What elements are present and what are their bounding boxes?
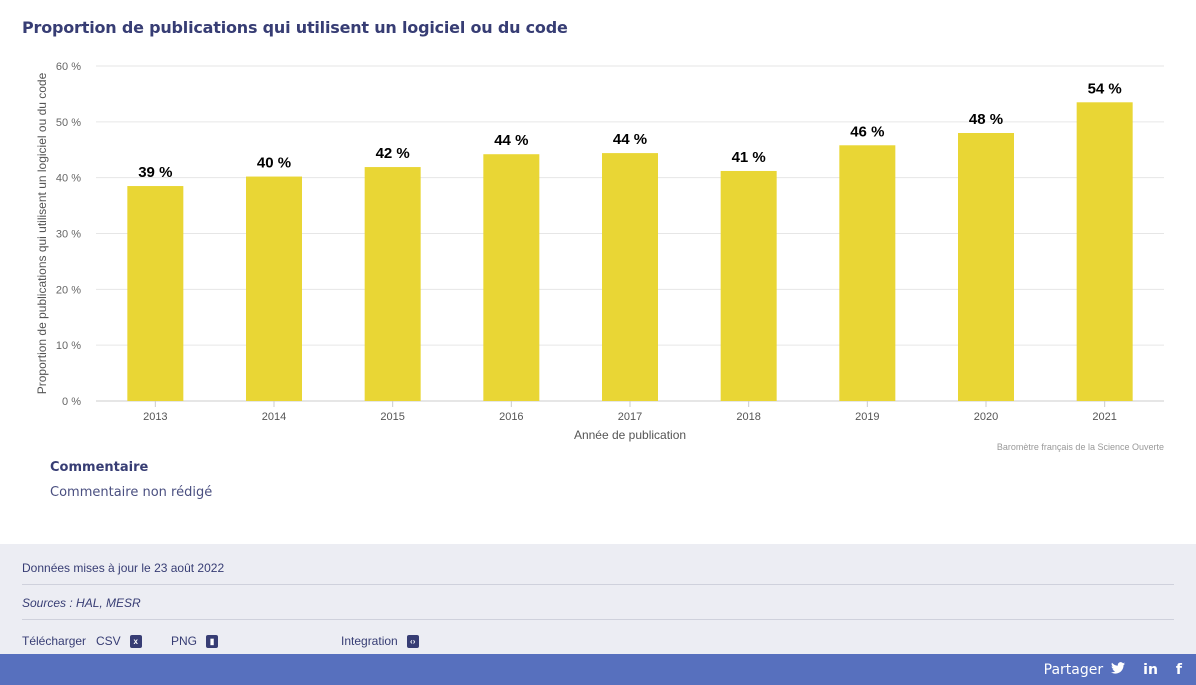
y-tick-label: 20 % <box>56 284 81 296</box>
png-label: PNG <box>171 634 198 648</box>
facebook-icon[interactable]: f <box>1175 661 1182 678</box>
y-tick-label: 50 % <box>56 117 81 129</box>
data-label: 44 % <box>494 132 528 149</box>
download-csv-button[interactable]: CSV x <box>96 634 142 648</box>
x-tick-label: 2019 <box>855 411 879 423</box>
sources: Sources : HAL, MESR <box>22 596 141 610</box>
share-label: Partager <box>1043 661 1104 678</box>
bar <box>1076 102 1133 401</box>
bar <box>246 176 302 401</box>
footer-bar: Partager in f <box>0 654 1196 685</box>
y-tick-label: 60 % <box>56 61 81 73</box>
data-label: 44 % <box>613 131 647 148</box>
csv-file-icon: x <box>129 634 142 648</box>
data-label: 41 % <box>732 149 766 166</box>
chart-credit: Baromètre français de la Science Ouverte <box>996 442 1164 452</box>
update-date: Données mises à jour le 23 août 2022 <box>22 561 225 575</box>
x-tick-label: 2021 <box>1092 411 1116 423</box>
y-tick-label: 10 % <box>56 340 81 352</box>
download-label: Télécharger <box>22 634 87 648</box>
code-icon: ‹› <box>406 634 419 648</box>
x-tick-label: 2020 <box>974 411 998 423</box>
y-tick-label: 0 % <box>62 396 81 408</box>
y-axis-title: Proportion de publications qui utilisent… <box>35 72 49 394</box>
twitter-icon[interactable] <box>1111 661 1126 678</box>
csv-label: CSV <box>96 634 121 648</box>
y-tick-label: 40 % <box>56 173 81 185</box>
bar <box>364 167 421 401</box>
x-tick-label: 2018 <box>736 411 760 423</box>
data-label: 42 % <box>376 145 410 162</box>
info-panel: Données mises à jour le 23 août 2022 Sou… <box>0 544 1196 654</box>
data-label: 46 % <box>850 123 884 140</box>
data-label: 39 % <box>138 164 172 181</box>
x-tick-label: 2017 <box>618 411 642 423</box>
x-tick-label: 2013 <box>143 411 167 423</box>
comment-text: Commentaire non rédigé <box>50 485 213 500</box>
bar <box>958 133 1014 401</box>
data-label: 54 % <box>1088 80 1122 97</box>
x-tick-label: 2016 <box>499 411 523 423</box>
bar <box>127 186 184 401</box>
bar <box>720 170 777 401</box>
x-tick-label: 2014 <box>262 411 286 423</box>
integration-label: Integration <box>341 634 398 648</box>
divider <box>22 584 1174 585</box>
x-axis-title: Année de publication <box>574 428 686 442</box>
divider <box>22 619 1174 620</box>
share-group: Partager in f <box>1044 654 1182 685</box>
x-tick-label: 2015 <box>380 411 404 423</box>
y-tick-label: 30 % <box>56 229 81 241</box>
data-label: 48 % <box>969 111 1003 128</box>
chart-image-icon: ▮ <box>206 634 219 648</box>
data-label: 40 % <box>257 155 291 172</box>
bar <box>483 154 540 401</box>
bar <box>602 153 658 401</box>
integration-button[interactable]: Integration ‹› <box>341 634 419 648</box>
download-png-button[interactable]: PNG ▮ <box>171 634 219 648</box>
chart-title: Proportion de publications qui utilisent… <box>22 18 568 37</box>
bar <box>839 145 896 401</box>
bar-chart: 0 % 10 % 20 % 30 % 40 % 50 % 60 % 39 % 2013 40 % 2… <box>35 61 1164 442</box>
comment-heading: Commentaire <box>50 460 149 475</box>
linkedin-icon[interactable]: in <box>1143 661 1158 678</box>
